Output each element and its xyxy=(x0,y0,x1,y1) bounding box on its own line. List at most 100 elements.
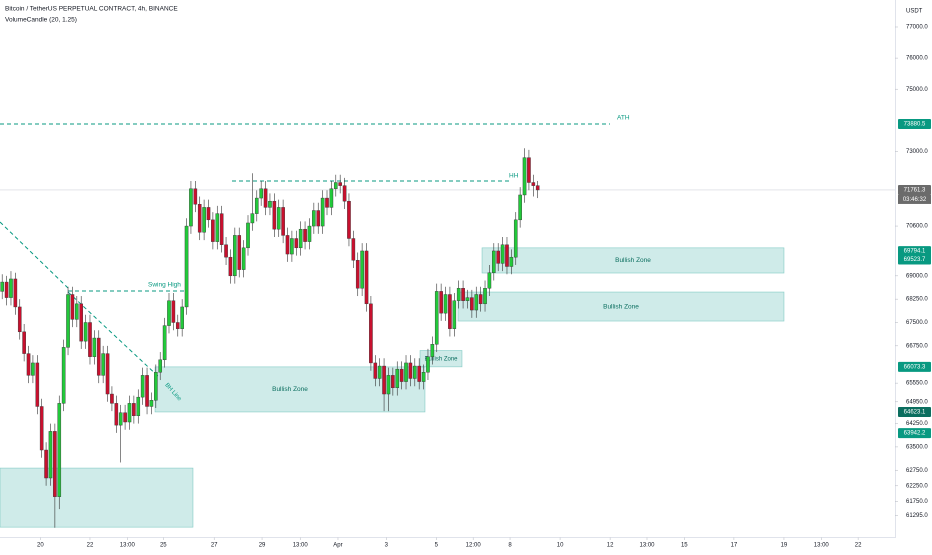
zone xyxy=(0,467,194,528)
candle-body xyxy=(307,225,312,242)
candle-body xyxy=(474,294,479,311)
candle-body xyxy=(57,403,62,497)
candle-body xyxy=(443,294,448,314)
candle-body xyxy=(26,353,31,376)
candle-body xyxy=(487,272,492,289)
candle-body xyxy=(79,303,84,342)
candle-body xyxy=(70,294,75,320)
candle-body xyxy=(360,250,364,289)
x-tick-label: Apr xyxy=(333,543,342,549)
x-tick-label: 12 xyxy=(607,543,614,549)
candle-body xyxy=(320,197,325,227)
candle-body xyxy=(145,375,149,407)
candle-body xyxy=(246,222,250,249)
candle-body xyxy=(197,204,202,233)
price-label-box xyxy=(898,406,931,417)
candle-body xyxy=(132,403,136,417)
countdown-box xyxy=(898,194,931,204)
candle-body xyxy=(92,337,97,357)
candle-body xyxy=(61,347,66,404)
x-tick-label: 13:00 xyxy=(293,543,309,549)
x-tick-label: 17 xyxy=(731,543,738,549)
candle-body xyxy=(48,431,53,479)
candle-body xyxy=(373,362,378,379)
zones: Bullish Zone Bullish Zone Bullish Zone Bull… xyxy=(0,247,785,528)
x-tick-label: 27 xyxy=(211,543,218,549)
price-label-box xyxy=(898,428,931,439)
x-tick-label: 3 xyxy=(385,543,389,549)
candle-body xyxy=(522,157,527,196)
zone-label: Bullish Zone xyxy=(424,356,458,362)
candle-body xyxy=(110,393,114,404)
candle-body xyxy=(127,403,132,423)
candle-body xyxy=(118,412,123,426)
candle-body xyxy=(456,288,461,301)
candle-body xyxy=(412,365,417,379)
zone xyxy=(419,350,463,368)
price-label-box xyxy=(898,246,931,257)
candle-body xyxy=(298,228,303,249)
price-label-box xyxy=(898,361,931,372)
candle-body xyxy=(96,337,101,376)
candle-body xyxy=(206,207,211,221)
candle-body xyxy=(509,256,514,267)
candle-body xyxy=(347,200,351,239)
candle-body xyxy=(162,325,167,361)
x-tick-label: 8 xyxy=(508,543,512,549)
x-tick-label: 12:00 xyxy=(466,543,482,549)
y-tick-label: 77000.0 xyxy=(906,25,928,31)
price-label: 71761.3 xyxy=(904,188,926,194)
price-label-box xyxy=(898,119,931,130)
chart-title: Bitcoin / TetherUS PERPETUAL CONTRACT, 4… xyxy=(5,6,178,13)
price-label: 69523.7 xyxy=(904,257,926,263)
ath-label: ATH xyxy=(617,115,630,122)
candle-body xyxy=(83,322,88,342)
candle-body xyxy=(149,400,154,407)
candle-body xyxy=(88,322,92,357)
candle-body xyxy=(136,396,141,417)
candle-body xyxy=(417,365,421,382)
candle-body xyxy=(268,200,272,208)
candle-body xyxy=(219,213,224,245)
x-tick-label: 13:00 xyxy=(814,543,830,549)
candle-body xyxy=(237,235,242,270)
candle-body xyxy=(377,365,382,379)
candle-body xyxy=(312,210,316,227)
y-tick-label: 68250.0 xyxy=(906,297,928,303)
candle-body xyxy=(193,188,198,205)
candle-body xyxy=(364,250,369,305)
candle-body xyxy=(527,157,531,183)
x-tick-label: 25 xyxy=(160,543,167,549)
candle-body xyxy=(290,238,294,255)
candle-body xyxy=(254,197,259,214)
candle-body xyxy=(303,228,307,242)
x-tick-label: 10 xyxy=(557,543,564,549)
price-label: 66073.3 xyxy=(904,364,926,370)
candle-body xyxy=(123,412,127,423)
price-label: 64623.1 xyxy=(904,410,926,416)
x-tick-label: 20 xyxy=(37,543,44,549)
candle-body xyxy=(434,291,439,345)
candle-body xyxy=(180,306,184,329)
x-tick-label: 29 xyxy=(259,543,266,549)
x-tick-label: 15 xyxy=(681,543,688,549)
y-tick-label: 62750.0 xyxy=(906,468,928,474)
y-tick-label: 75000.0 xyxy=(906,87,928,93)
candle-body xyxy=(259,188,263,199)
candle-body xyxy=(404,362,408,382)
candle-body xyxy=(338,182,342,186)
y-tick-label: 70600.0 xyxy=(906,224,928,230)
candle-body xyxy=(535,185,540,191)
candle-body xyxy=(408,362,413,379)
candle-body xyxy=(399,368,404,382)
candle-body xyxy=(395,368,400,389)
y-tick-label: 61750.0 xyxy=(906,499,928,505)
price-label: 73880.5 xyxy=(904,122,926,128)
candle-body xyxy=(272,200,277,230)
y-tick-label: 64250.0 xyxy=(906,421,928,427)
candle-body xyxy=(281,207,285,236)
candle-body xyxy=(448,294,452,329)
x-tick-label: 22 xyxy=(87,543,94,549)
candle-body xyxy=(184,225,189,308)
